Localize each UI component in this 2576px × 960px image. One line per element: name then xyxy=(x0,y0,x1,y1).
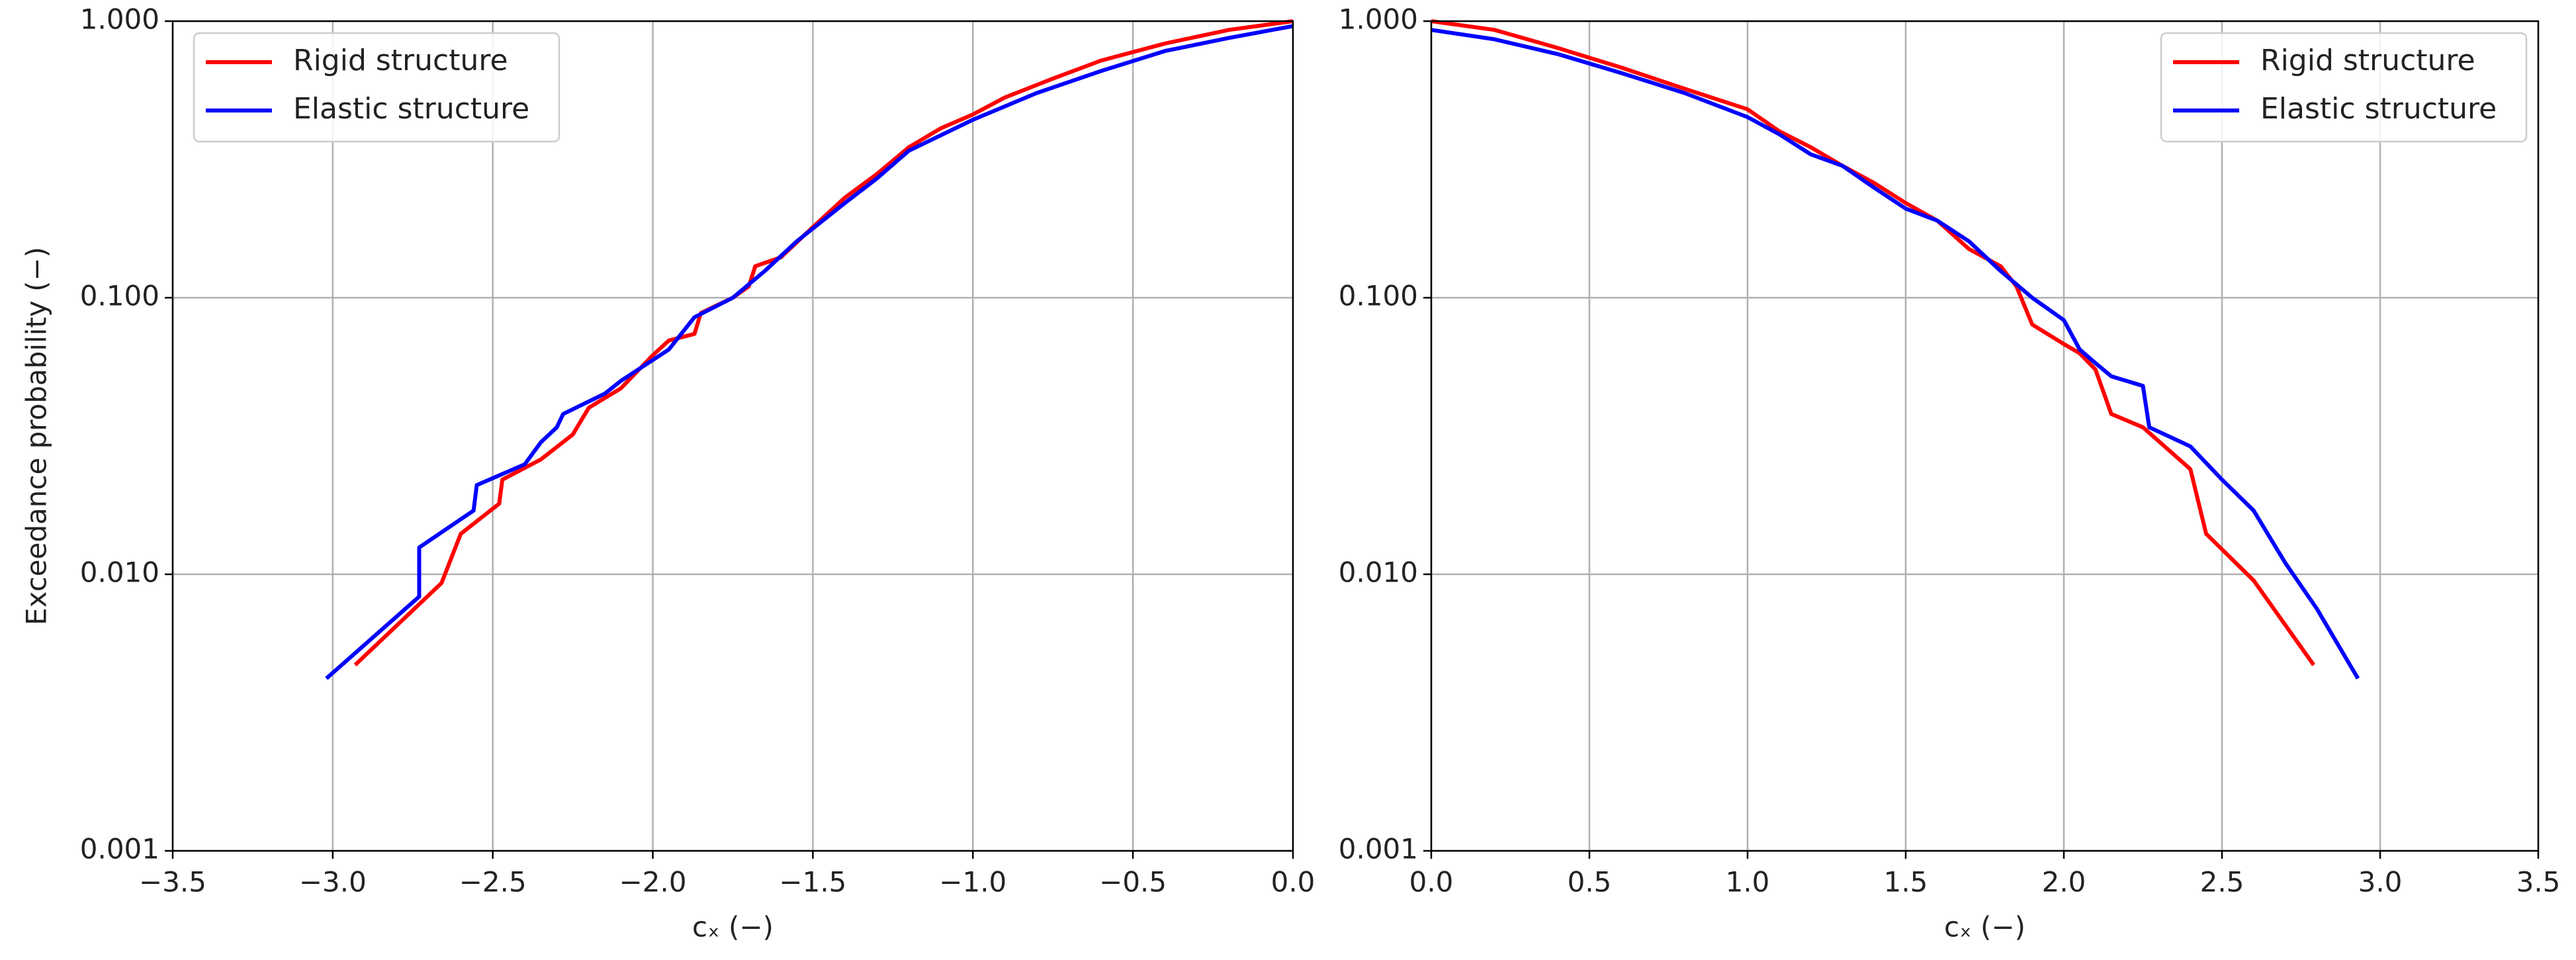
y-tick-label: 1.000 xyxy=(80,3,159,36)
y-tick-label: 0.100 xyxy=(80,280,159,312)
x-tick-label: 1.0 xyxy=(1726,866,1770,898)
y-axis-label: Exceedance probability (−) xyxy=(21,247,53,625)
x-tick-label: −3.5 xyxy=(139,866,206,898)
x-tick-label: −1.5 xyxy=(779,866,846,898)
legend-box xyxy=(193,32,560,143)
x-tick-label: 0.0 xyxy=(1271,866,1315,898)
legend-label: Elastic structure xyxy=(2260,92,2497,126)
line-series xyxy=(1431,28,2360,680)
x-tick-label: 0.0 xyxy=(1409,866,1454,898)
x-tick-label: 3.5 xyxy=(2516,866,2561,898)
plot-frame xyxy=(171,20,1294,852)
line-series xyxy=(325,24,1294,680)
x-tick-label: −2.5 xyxy=(459,866,527,898)
y-tick-label: 0.010 xyxy=(1339,556,1418,589)
line-series xyxy=(1431,19,2316,666)
x-tick-label: 0.5 xyxy=(1568,866,1612,898)
y-tick-label: 0.010 xyxy=(80,556,159,589)
x-tick-label: −0.5 xyxy=(1099,866,1167,898)
legend-box xyxy=(2160,32,2528,143)
x-tick-label: 3.0 xyxy=(2358,866,2403,898)
x-tick-label: 1.5 xyxy=(1884,866,1928,898)
legend-label: Elastic structure xyxy=(293,92,529,126)
plot-frame xyxy=(1430,20,2540,852)
legend: Rigid structure Elastic structure xyxy=(193,32,560,143)
y-tick-label: 0.001 xyxy=(1339,833,1418,865)
x-axis-label: cₓ (−) xyxy=(1944,911,2025,943)
x-tick-label: 2.0 xyxy=(2042,866,2086,898)
legend-label: Rigid structure xyxy=(2260,44,2475,77)
x-tick-label: −2.0 xyxy=(619,866,687,898)
legend-label: Rigid structure xyxy=(293,44,508,77)
y-tick-label: 0.001 xyxy=(80,833,159,865)
x-tick-label: −1.0 xyxy=(939,866,1006,898)
y-tick-label: 0.100 xyxy=(1339,280,1418,312)
y-tick-label: 1.000 xyxy=(1339,3,1418,36)
legend: Rigid structure Elastic structure xyxy=(2160,32,2528,143)
x-tick-label: −3.0 xyxy=(299,866,367,898)
x-axis-label: cₓ (−) xyxy=(692,911,774,943)
x-tick-label: 2.5 xyxy=(2200,866,2244,898)
